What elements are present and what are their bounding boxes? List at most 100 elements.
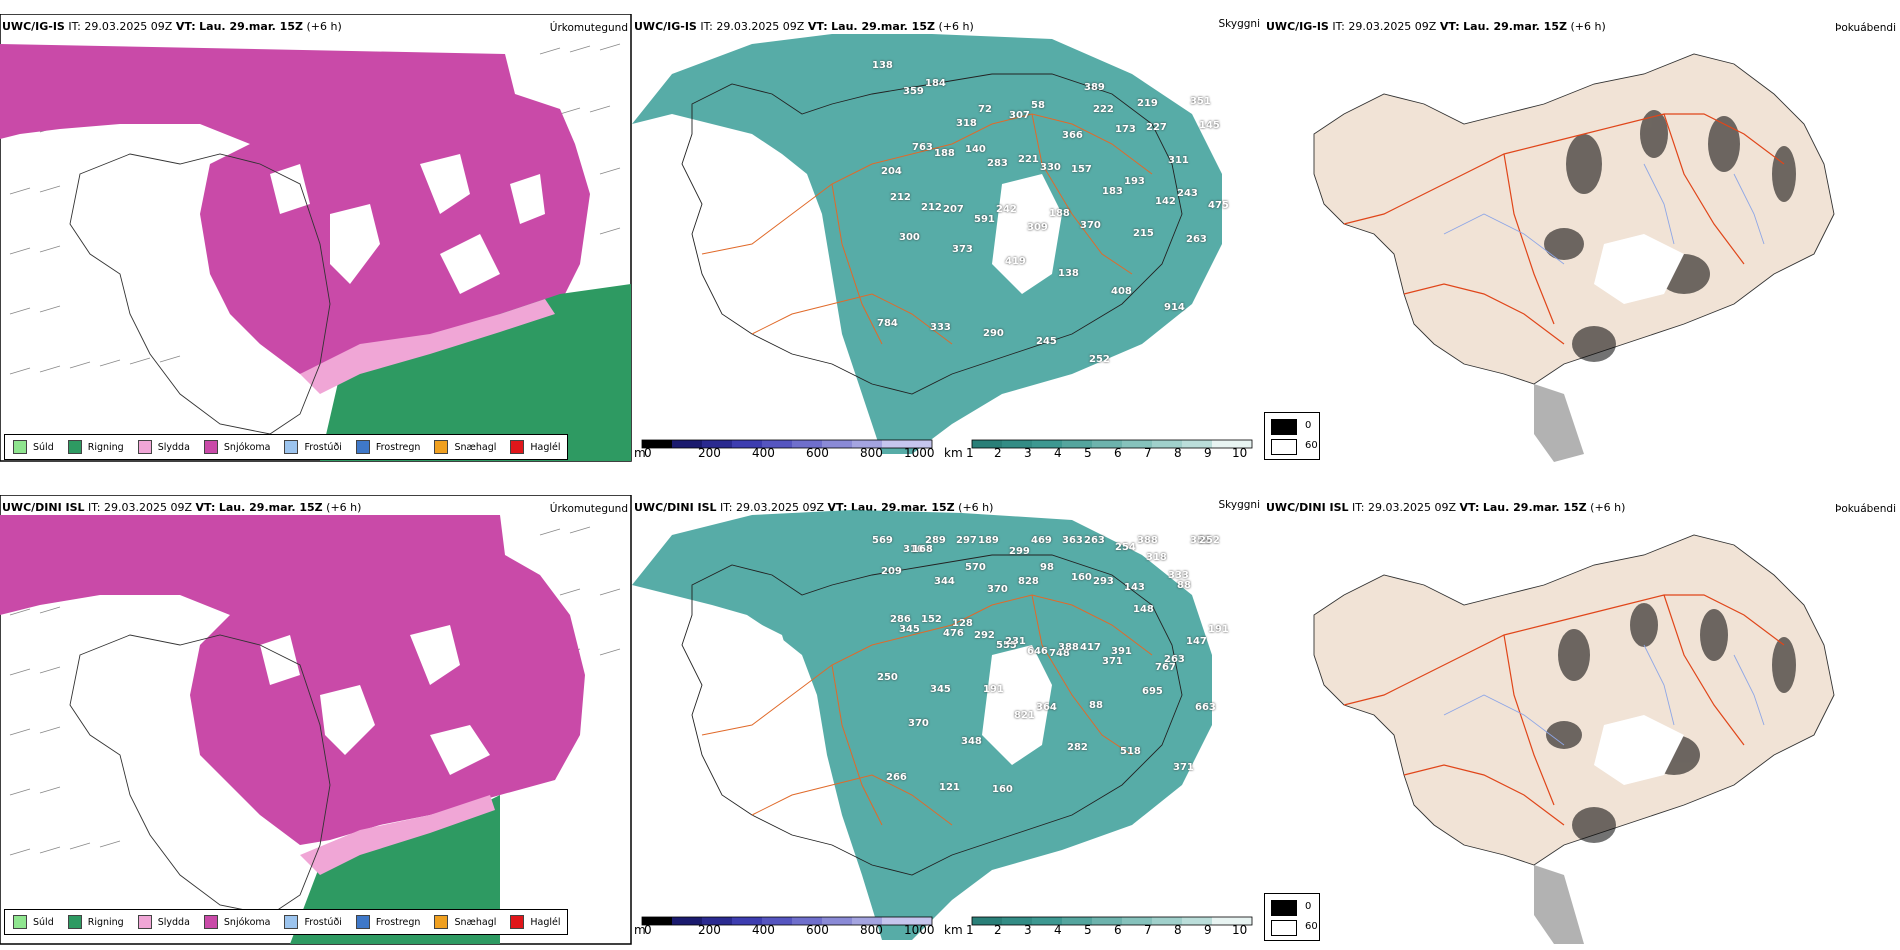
visibility-tick: 8 [1174, 446, 1182, 460]
sleet-band [300, 299, 555, 394]
legend-swatch [355, 915, 370, 929]
visibility-tick: 3 [1024, 923, 1032, 937]
cloud-base-tick-0: 0 [644, 923, 652, 937]
model-name: UWC/DINI ISL [634, 501, 717, 514]
cloud-base-tick-0: 0 [644, 446, 652, 460]
valid-time: Lau. 29.mar. 15Z [831, 20, 935, 33]
model-name: UWC/IG-IS [634, 20, 697, 33]
visibility-tick: 2 [994, 446, 1002, 460]
valid-time: Lau. 29.mar. 15Z [1463, 20, 1567, 33]
cloud-base-tick-400: 400 [752, 446, 775, 460]
cloud-title: Skyggni [1218, 499, 1261, 511]
init-time: 29.03.2025 09Z [1348, 20, 1437, 33]
roads [1343, 113, 1785, 345]
legend-swatch [510, 915, 525, 929]
smoke-plume [1534, 384, 1584, 462]
legend-item-slydda: Slydda [137, 915, 190, 929]
legend-swatch [434, 440, 449, 454]
visibility-tick: 8 [1174, 923, 1182, 937]
roads [701, 594, 1153, 826]
lead-time: (+6 h) [938, 20, 974, 33]
visibility-tick: 7 [1144, 923, 1152, 937]
snow-region [0, 515, 585, 845]
legend-swatch [284, 440, 299, 454]
visibility-tick: 2 [994, 923, 1002, 937]
fog-legend-low-label: 60 [1305, 921, 1318, 932]
legend-swatch [355, 440, 370, 454]
cloud-base-colorbar [641, 916, 933, 926]
fog-legend-row-1: 0 60 [1264, 412, 1320, 460]
legend-swatch [203, 440, 218, 454]
cloud-base-tick-600: 600 [806, 446, 829, 460]
visibility-tick: 1 [966, 446, 974, 460]
valid-time: Lau. 29.mar. 15Z [199, 20, 303, 33]
visibility-unit: km [944, 923, 963, 937]
legend-item-snaehagl: Snæhagl [434, 915, 496, 929]
ptype-panel-row-1: UWC/IG-IS IT: 29.03.2025 09Z VT: Lau. 29… [0, 14, 632, 462]
roads [701, 113, 1153, 345]
panel-header: UWC/IG-IS IT: 29.03.2025 09Z VT: Lau. 29… [1266, 20, 1606, 33]
legend-item-haglel: Haglél [510, 915, 561, 929]
init-time-label: IT: [720, 501, 733, 514]
init-time: 29.03.2025 09Z [84, 20, 173, 33]
visibility-tick: 5 [1084, 446, 1092, 460]
fog-legend-row-2: 0 60 [1264, 893, 1320, 941]
valid-time-label: VT: [1439, 20, 1460, 33]
init-time-label: IT: [700, 20, 713, 33]
cloud-title: Skyggni [1218, 18, 1261, 30]
rain-region [320, 284, 631, 461]
legend-item-frostregn: Frostregn [355, 915, 420, 929]
smoke-plume [1534, 865, 1584, 944]
fog-legend-low-swatch [1271, 920, 1297, 936]
fog-panel-row-1: UWC/IG-IS IT: 29.03.2025 09Z VT: Lau. 29… [1264, 14, 1900, 462]
legend-swatch [67, 440, 82, 454]
fog-panel-row-2: UWC/DINI ISL IT: 29.03.2025 09Z VT: Lau.… [1264, 495, 1900, 945]
cloud-map [632, 510, 1212, 940]
rivers [1443, 644, 1765, 746]
fog-legend-high-swatch [1271, 419, 1297, 435]
ptype-title: Úrkomutegund [549, 22, 628, 34]
visibility-colorbar [971, 916, 1253, 926]
visibility-tick: 4 [1054, 923, 1062, 937]
cloud-base-tick-800: 800 [860, 446, 883, 460]
cloud-base-unit: m [634, 923, 646, 937]
init-time-label: IT: [1352, 501, 1365, 514]
visibility-tick: 5 [1084, 923, 1092, 937]
lead-time: (+6 h) [1590, 501, 1626, 514]
valid-time-label: VT: [1459, 501, 1480, 514]
cloud-colorbars [641, 439, 1253, 449]
legend-swatch [67, 915, 82, 929]
panel-header: UWC/IG-IS IT: 29.03.2025 09Z VT: Lau. 29… [2, 20, 342, 33]
roads [1343, 594, 1785, 826]
cloud-field [632, 510, 1212, 940]
cloud-base-tick-600: 600 [806, 923, 829, 937]
panel-header: UWC/DINI ISL IT: 29.03.2025 09Z VT: Lau.… [2, 501, 361, 514]
lead-time: (+6 h) [326, 501, 362, 514]
init-time-label: IT: [1332, 20, 1345, 33]
legend-item-suld: Súld [13, 915, 54, 929]
coastline [681, 73, 1183, 395]
ptype-map [0, 14, 632, 462]
panel-header: UWC/DINI ISL IT: 29.03.2025 09Z VT: Lau.… [1266, 501, 1625, 514]
legend-item-frostregn: Frostregn [355, 440, 420, 454]
fog-legend-high-label: 0 [1305, 420, 1312, 431]
land [1313, 53, 1835, 385]
init-time: 29.03.2025 09Z [104, 501, 193, 514]
panel-header: UWC/DINI ISL IT: 29.03.2025 09Z VT: Lau.… [634, 501, 993, 514]
visibility-tick: 1 [966, 923, 974, 937]
visibility-tick: 7 [1144, 446, 1152, 460]
lead-time: (+6 h) [958, 501, 994, 514]
init-time: 29.03.2025 09Z [1368, 501, 1457, 514]
legend-swatch [13, 440, 27, 454]
model-name: UWC/DINI ISL [2, 501, 85, 514]
visibility-colorbar [971, 439, 1253, 449]
visibility-tick: 4 [1054, 446, 1062, 460]
model-name: UWC/IG-IS [1266, 20, 1329, 33]
valid-time: Lau. 29.mar. 15Z [218, 501, 323, 514]
visibility-tick: 6 [1114, 923, 1122, 937]
lead-time: (+6 h) [1570, 20, 1606, 33]
legend-swatch [510, 440, 525, 454]
visibility-tick: 10 [1232, 446, 1248, 460]
legend-swatch [137, 915, 152, 929]
valid-time-label: VT: [807, 20, 828, 33]
